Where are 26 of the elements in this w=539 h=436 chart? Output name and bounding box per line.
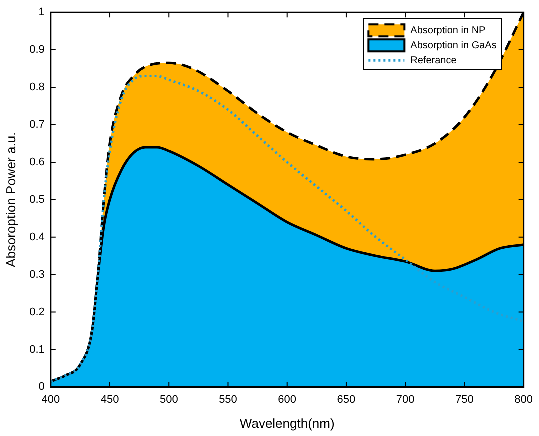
x-tick-label: 450 — [100, 394, 120, 406]
x-tick-label: 750 — [456, 394, 474, 406]
y-tick-label: 1 — [38, 6, 45, 19]
legend-label: Absorption in GaAs — [410, 40, 497, 52]
y-tick-label: 0.9 — [30, 44, 45, 56]
y-tick-label: 0.6 — [30, 156, 45, 168]
legend-label: Referance — [410, 55, 458, 66]
x-tick-label: 500 — [160, 394, 178, 406]
x-tick-label: 400 — [42, 394, 60, 406]
y-tick-label: 0 — [38, 381, 45, 394]
y-tick-label: 0.3 — [30, 268, 45, 281]
y-tick-label: 0.5 — [30, 194, 45, 206]
y-tick-label: 0.4 — [30, 231, 45, 244]
x-tick-label: 700 — [396, 394, 415, 406]
x-axis-title: Wavelength(nm) — [240, 416, 335, 431]
x-tick-label: 800 — [514, 394, 534, 406]
y-tick-label: 0.2 — [30, 306, 45, 318]
y-tick-label: 0.1 — [30, 344, 45, 356]
x-tick-label: 600 — [278, 394, 297, 406]
line-series — [50, 75, 524, 383]
y-tick-label: 0.7 — [30, 119, 45, 132]
y-axis-title: Absoroption Power a.u. — [3, 132, 18, 268]
y-tick-label: 0.8 — [30, 82, 45, 94]
x-tick-label: 550 — [219, 394, 238, 406]
legend-label: Absorption in NP — [410, 25, 486, 36]
x-tick-label: 650 — [337, 394, 356, 406]
